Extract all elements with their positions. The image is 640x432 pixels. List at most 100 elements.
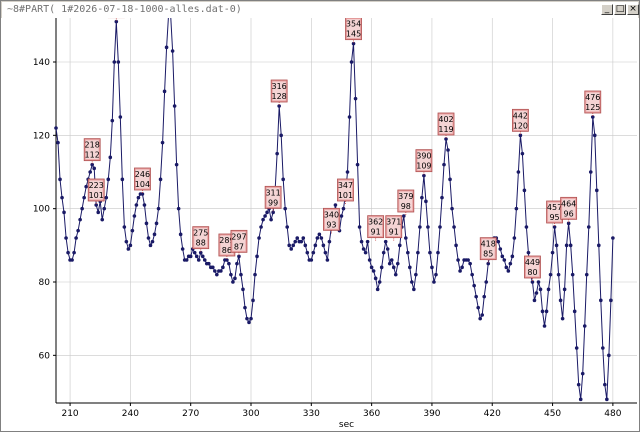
- data-point: [355, 162, 360, 167]
- data-point: [265, 210, 269, 215]
- y-tick-label: 140: [33, 58, 50, 68]
- label-bottom-text: 80: [527, 268, 537, 277]
- data-point: [609, 298, 613, 303]
- label-top-text: 347: [338, 181, 353, 190]
- data-point: [426, 225, 430, 229]
- label-top-text: 442: [513, 111, 528, 120]
- data-point: [174, 162, 179, 167]
- data-point: [56, 140, 60, 145]
- line-chart[interactable]: 210 240 270 300 330 360 390 420 450 480 60 80 100 120…: [1, 18, 639, 431]
- data-point: [385, 247, 390, 251]
- data-point: [247, 320, 251, 325]
- data-point: [506, 269, 511, 273]
- data-point: [126, 247, 131, 251]
- x-tick-label: 270: [182, 409, 199, 419]
- data-point: [144, 221, 149, 226]
- data-point: [341, 206, 346, 211]
- data-point: [594, 188, 599, 193]
- data-point: [365, 239, 370, 244]
- data-point: [78, 217, 82, 222]
- label-bottom-text: 87: [234, 242, 244, 251]
- data-point: [271, 210, 275, 215]
- data-point: [454, 243, 458, 248]
- plot-area[interactable]: 210 240 270 300 330 360 390 420 450 480 60 80 100 120…: [1, 18, 639, 431]
- data-point: [502, 258, 507, 262]
- data-point: [438, 225, 442, 229]
- data-point: [406, 250, 410, 255]
- label-top-text: 223: [89, 181, 104, 190]
- data-point: [363, 250, 368, 255]
- data-point: [377, 280, 382, 284]
- data-point: [550, 250, 555, 255]
- data-point: [420, 195, 424, 200]
- data-point: [192, 250, 197, 255]
- label-box-inner: [220, 235, 234, 255]
- maximize-icon[interactable]: □: [614, 4, 626, 15]
- data-point: [381, 250, 386, 255]
- data-point: [387, 261, 392, 266]
- data-point: [241, 287, 245, 292]
- data-point: [146, 236, 151, 240]
- label-top-text: 371: [386, 218, 401, 227]
- label-box-inner: [513, 110, 527, 130]
- label-bottom-text: 85: [483, 250, 493, 259]
- label-bottom-text: 93: [326, 220, 336, 229]
- data-point: [514, 206, 519, 211]
- label-box-inner: [548, 202, 562, 222]
- data-point: [470, 272, 474, 277]
- label-box-inner: [525, 257, 539, 277]
- data-point: [510, 254, 515, 259]
- data-point: [178, 232, 183, 237]
- label-box-inner: [266, 187, 280, 207]
- data-point: [164, 45, 169, 50]
- label-bottom-text: 120: [513, 121, 528, 130]
- label-bottom-text: 98: [401, 202, 411, 211]
- data-point: [544, 309, 549, 314]
- data-point: [480, 313, 485, 317]
- data-point: [430, 265, 434, 270]
- data-point: [108, 155, 113, 160]
- data-point: [124, 239, 129, 244]
- label-top-text: 379: [398, 192, 413, 201]
- title-bar[interactable]: ~8#PART( 1#2026-07-18-1000-alles.dat-0) …: [2, 2, 639, 19]
- data-point: [325, 258, 330, 262]
- label-box-inner: [338, 180, 352, 200]
- data-point: [110, 118, 115, 123]
- x-tick-label: 240: [122, 409, 139, 419]
- label-bottom-text: 96: [564, 209, 574, 218]
- x-tick-label: 300: [242, 409, 259, 419]
- label-top-text: 449: [525, 258, 540, 267]
- data-point: [136, 195, 141, 200]
- label-box-inner: [135, 169, 149, 189]
- data-point: [315, 236, 320, 240]
- data-point: [104, 195, 109, 200]
- data-point: [546, 287, 551, 292]
- data-point: [263, 214, 267, 218]
- data-point: [520, 151, 525, 156]
- minimize-icon[interactable]: _: [601, 4, 613, 15]
- data-point: [257, 236, 261, 240]
- data-point: [66, 250, 70, 255]
- data-point: [512, 236, 517, 240]
- data-point: [152, 232, 157, 237]
- data-point: [249, 316, 253, 321]
- data-point: [422, 173, 426, 178]
- data-point: [327, 239, 332, 244]
- label-box-inner: [562, 198, 576, 218]
- data-point: [452, 225, 456, 229]
- data-point: [237, 254, 241, 259]
- data-point: [349, 60, 354, 64]
- data-point: [450, 206, 454, 211]
- data-point: [134, 203, 139, 207]
- y-tick-label: 100: [33, 205, 50, 215]
- data-point: [584, 272, 589, 277]
- data-point: [184, 258, 189, 262]
- data-point: [72, 250, 76, 255]
- data-point: [293, 239, 298, 244]
- close-icon[interactable]: ×: [627, 4, 639, 15]
- data-point: [295, 236, 300, 240]
- data-point: [538, 287, 543, 292]
- data-point: [227, 261, 231, 266]
- data-point: [482, 294, 487, 299]
- data-point: [357, 225, 362, 229]
